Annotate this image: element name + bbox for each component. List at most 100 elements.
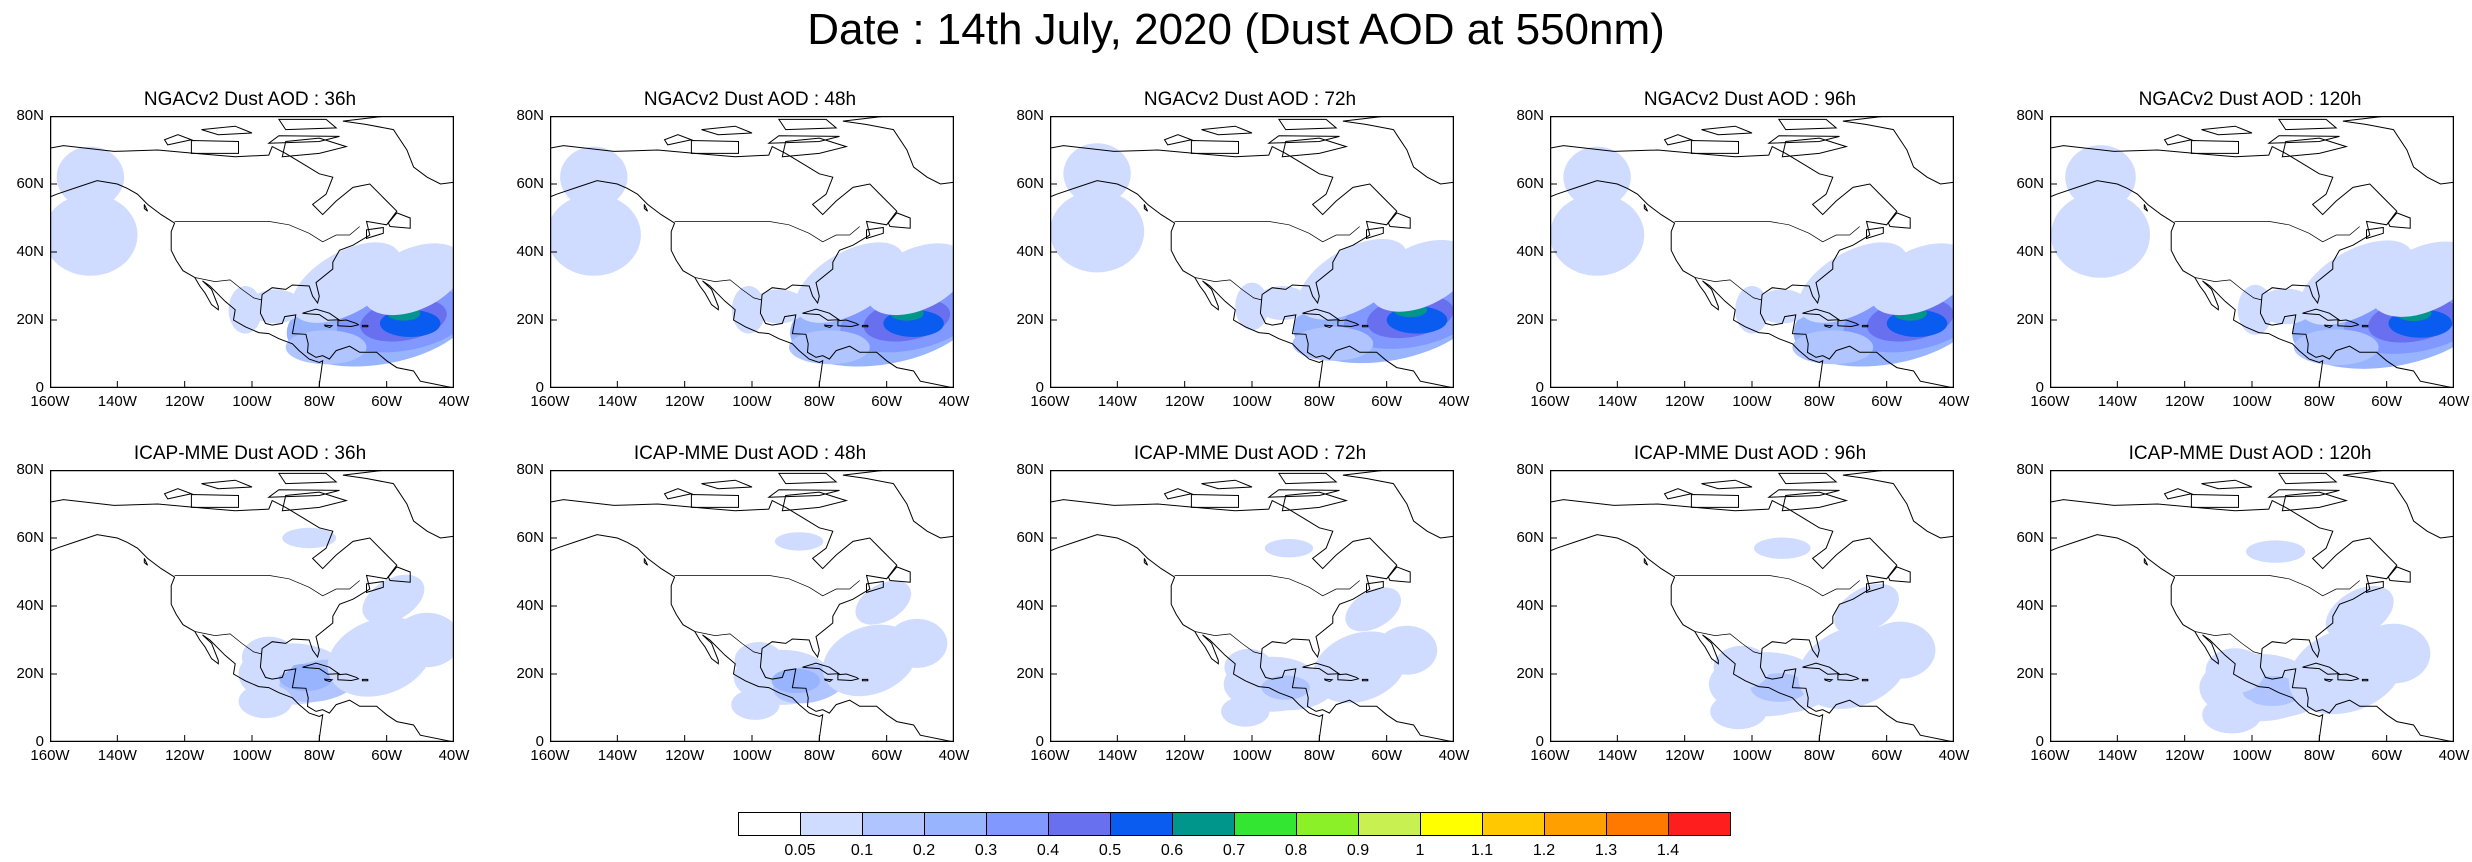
y-tick-label: 40N: [2016, 243, 2044, 260]
colorbar-swatch: [1358, 812, 1421, 836]
panel-title: ICAP-MME Dust AOD : 120h: [2128, 443, 2372, 464]
map-panel: ICAP-MME Dust AOD : 96h 0 20N 40N 60N 80N 160W…: [1500, 442, 2000, 792]
aod-contour: [731, 689, 780, 720]
aod-contour: [393, 612, 454, 668]
aod-contour: [1792, 330, 1874, 365]
aod-contour: [734, 642, 783, 679]
y-tick-label: 80N: [16, 107, 44, 124]
y-tick-label: 20N: [1516, 665, 1544, 682]
map-panel: ICAP-MME Dust AOD : 120h 0 20N 40N 60N 80N 160…: [2000, 442, 2472, 792]
x-tick-label: 40W: [1938, 393, 1970, 410]
y-tick-label: 0: [1035, 379, 1044, 396]
x-tick-label: 60W: [2371, 747, 2403, 764]
x-tick-label: 60W: [371, 393, 403, 410]
aod-contour: [2065, 145, 2136, 210]
colorbar: 0.05 0.1 0.2 0.3 0.4 0.5 0.6 0.7 0.8 0.9 1 1.1 1.2 1.…: [738, 812, 1734, 862]
colorbar-label: 0.9: [1346, 842, 1370, 859]
aod-contour: [2202, 696, 2262, 734]
colorbar-label: 0.5: [1098, 842, 1122, 859]
x-tick-label: 160W: [30, 747, 70, 764]
colorbar-swatch: [1482, 812, 1545, 836]
y-tick-label: 80N: [1016, 107, 1044, 124]
y-tick-label: 40N: [516, 243, 544, 260]
dust-aod-map: [550, 116, 954, 388]
y-tick-label: 0: [1535, 733, 1544, 750]
aod-contour: [1050, 190, 1145, 273]
aod-contour: [2237, 284, 2274, 335]
aod-contour: [1869, 243, 1954, 316]
colorbar-label: 0.3: [974, 842, 998, 859]
aod-contour: [2246, 540, 2306, 563]
x-tick-label: 100W: [732, 747, 772, 764]
aod-contour: [1063, 143, 1131, 205]
x-tick-label: 100W: [1732, 747, 1772, 764]
y-tick-label: 40N: [1516, 243, 1544, 260]
y-tick-label: 20N: [16, 311, 44, 328]
colorbar-swatch: [1048, 812, 1111, 836]
dust-aod-map: [1050, 470, 1454, 742]
colorbar-label: 0.6: [1160, 842, 1184, 859]
aod-contour: [1264, 539, 1314, 558]
aod-contour: [2051, 192, 2150, 278]
y-tick-label: 0: [35, 733, 44, 750]
x-tick-label: 160W: [530, 747, 570, 764]
aod-contour: [238, 684, 293, 719]
aod-contour: [56, 146, 125, 208]
y-tick-label: 0: [535, 733, 544, 750]
map-panel: NGACv2 Dust AOD : 72h 0 20N 40N 60N 80N 160W 14…: [1000, 88, 1500, 438]
x-tick-label: 40W: [1938, 747, 1970, 764]
aod-contour: [282, 527, 337, 549]
coastlines: [1550, 116, 1954, 388]
x-tick-label: 120W: [665, 393, 705, 410]
colorbar-label: 0.05: [784, 842, 816, 859]
x-tick-label: 120W: [165, 393, 205, 410]
colorbar-swatch: [1544, 812, 1607, 836]
colorbar-swatch: [924, 812, 987, 836]
map-panel: ICAP-MME Dust AOD : 48h 0 20N 40N 60N 80N 160W…: [500, 442, 1000, 792]
panel-title: NGACv2 Dust AOD : 96h: [1643, 89, 1857, 110]
y-tick-label: 60N: [1516, 529, 1544, 546]
x-tick-label: 160W: [2030, 393, 2070, 410]
dust-aod-map: [1050, 116, 1454, 388]
dust-aod-map: [50, 116, 454, 388]
aod-contour: [1255, 286, 1310, 320]
y-tick-label: 60N: [516, 529, 544, 546]
y-tick-label: 40N: [16, 597, 44, 614]
x-tick-label: 60W: [2371, 393, 2403, 410]
y-tick-label: 0: [35, 379, 44, 396]
x-tick-label: 40W: [438, 393, 470, 410]
x-tick-label: 120W: [2165, 747, 2205, 764]
colorbar-swatch: [986, 812, 1049, 836]
panel-title: NGACv2 Dust AOD : 48h: [643, 89, 857, 110]
coastlines: [50, 470, 454, 742]
x-tick-label: 80W: [1803, 747, 1835, 764]
y-tick-label: 40N: [16, 243, 44, 260]
y-tick-label: 0: [2035, 379, 2044, 396]
y-tick-label: 80N: [2016, 107, 2044, 124]
y-tick-label: 60N: [1016, 175, 1044, 192]
aod-contour: [794, 242, 905, 323]
colorbar-swatch: [1606, 812, 1669, 836]
y-tick-label: 20N: [2016, 311, 2044, 328]
x-tick-label: 100W: [232, 747, 272, 764]
x-tick-label: 40W: [938, 747, 970, 764]
aod-contour: [1754, 537, 1811, 559]
x-tick-label: 120W: [665, 747, 705, 764]
x-tick-label: 60W: [1871, 393, 1903, 410]
aod-contour: [1750, 673, 1808, 702]
aod-contour: [1369, 239, 1454, 312]
coastlines: [2050, 116, 2454, 388]
colorbar-swatch: [1172, 812, 1235, 836]
colorbar-label: 0.2: [912, 842, 936, 859]
main-title: Date : 14th July, 2020 (Dust AOD at 550n…: [807, 5, 1665, 54]
aod-contour: [771, 668, 820, 693]
panel-title: ICAP-MME Dust AOD : 36h: [133, 443, 367, 464]
y-tick-label: 20N: [516, 311, 544, 328]
aod-contour: [1735, 286, 1769, 334]
y-tick-label: 20N: [2016, 665, 2044, 682]
y-tick-label: 80N: [516, 461, 544, 478]
x-tick-label: 100W: [1232, 747, 1272, 764]
x-tick-label: 160W: [1030, 393, 1070, 410]
map-panel: ICAP-MME Dust AOD : 72h 0 20N 40N 60N 80N 160W…: [1000, 442, 1500, 792]
colorbar-swatch: [1110, 812, 1173, 836]
